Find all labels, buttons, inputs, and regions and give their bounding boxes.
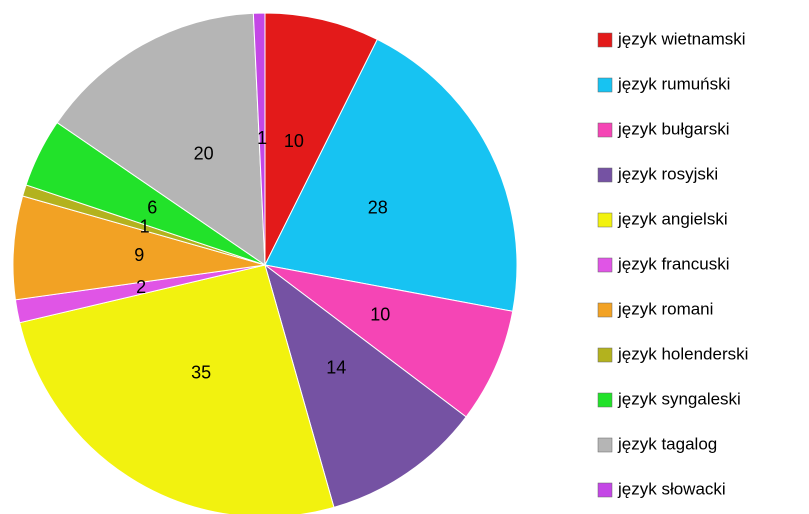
- legend-swatch: [597, 212, 613, 228]
- legend-label: język holenderski: [617, 344, 748, 363]
- legend-swatch: [597, 437, 613, 453]
- pie-slice: [264, 264, 514, 418]
- legend-label: język rosyjski: [617, 164, 718, 183]
- legend-label: język wietnamski: [617, 29, 746, 48]
- legend-swatch: [597, 302, 613, 318]
- data-label: 6: [147, 198, 157, 218]
- legend-swatch: [597, 167, 613, 183]
- pie-slice: [252, 12, 266, 266]
- legend-label: język rumuński: [617, 74, 730, 93]
- pie-slice: [19, 264, 335, 514]
- legend-label: język romani: [617, 299, 713, 318]
- data-label: 14: [326, 358, 346, 378]
- data-label: 2: [136, 277, 146, 297]
- pie-slice: [264, 12, 378, 266]
- legend-label: język bułgarski: [617, 119, 730, 138]
- legend-label: język syngaleski: [617, 389, 741, 408]
- legend-label: język angielski: [617, 209, 728, 228]
- legend-swatch: [597, 392, 613, 408]
- legend-swatch: [597, 347, 613, 363]
- data-label: 10: [284, 131, 304, 151]
- legend-swatch: [597, 257, 613, 273]
- legend-swatch: [597, 32, 613, 48]
- data-label: 10: [370, 305, 390, 325]
- data-label: 28: [368, 198, 388, 218]
- legend-label: język tagalog: [617, 434, 717, 453]
- data-label: 1: [140, 216, 150, 236]
- pie-slice: [56, 12, 266, 266]
- data-label: 1: [257, 128, 267, 148]
- legend-swatch: [597, 77, 613, 93]
- legend-swatch: [597, 122, 613, 138]
- legend-label: język słowacki: [617, 479, 726, 498]
- pie-slice: [264, 263, 467, 508]
- legend-swatch: [597, 482, 613, 498]
- legend-label: język francuski: [617, 254, 729, 273]
- pie-slice: [264, 38, 518, 312]
- data-label: 35: [191, 362, 211, 382]
- data-label: 9: [134, 245, 144, 265]
- data-label: 20: [194, 144, 214, 164]
